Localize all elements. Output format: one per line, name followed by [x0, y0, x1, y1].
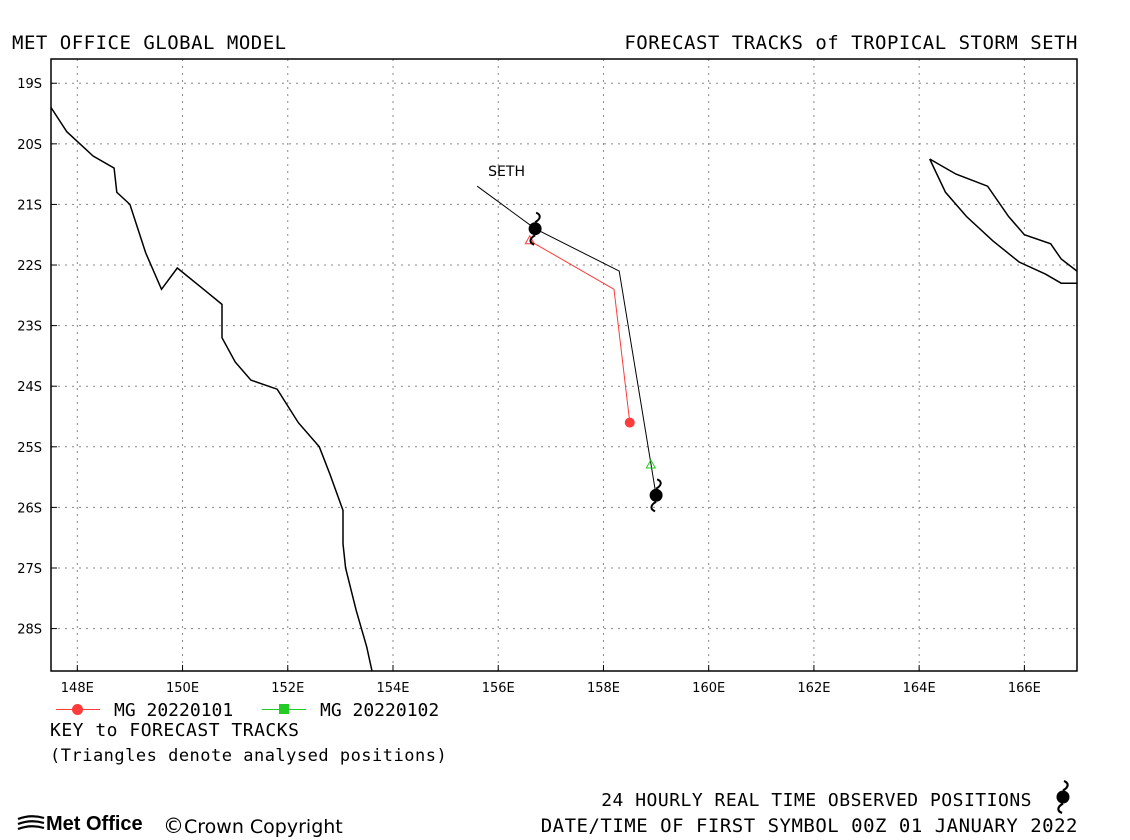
met-office-logo: Met Office: [16, 813, 143, 836]
coastlines: [50, 107, 1078, 672]
forecast-track-line: [529, 240, 631, 423]
legend-circle-marker: [72, 704, 83, 715]
y-tick-label: 25S: [17, 441, 42, 456]
observed-track-line: [476, 185, 657, 496]
legend-label: MG 20220102: [320, 700, 440, 721]
x-tick-label: 162E: [797, 681, 830, 696]
cyclone-symbol-arm: [534, 211, 541, 224]
y-tick-label: 23S: [17, 320, 42, 335]
legend-note: (Triangles denote analysed positions): [50, 746, 448, 766]
axis-ticks: 148E 150E 152E 154E 156E 158E 160E 162E 164E 166E…: [17, 77, 1041, 696]
cyclone-symbol-arm: [650, 500, 657, 513]
x-tick-label: 150E: [166, 681, 199, 696]
coastline: [929, 158, 1077, 284]
x-tick-label: 154E: [376, 681, 409, 696]
x-tick-label: 158E: [587, 681, 620, 696]
x-tick-label: 166E: [1008, 681, 1041, 696]
met-office-logo-text: Met Office: [46, 813, 143, 835]
cyclone-symbol-icon: [1056, 780, 1070, 814]
chart-title: FORECAST TRACKS of TROPICAL STORM SETH: [624, 32, 1078, 54]
y-tick-label: 26S: [17, 501, 42, 516]
y-tick-label: 27S: [17, 562, 42, 577]
cyclone-symbol-core: [649, 488, 663, 502]
crown-copyright: ©Crown Copyright: [163, 814, 343, 838]
analysed-position-triangle: [524, 234, 536, 245]
y-tick-label: 28S: [17, 623, 42, 638]
y-tick-label: 20S: [17, 138, 42, 153]
legend-label: MG 20220101: [114, 700, 234, 721]
grid-lines: [51, 59, 1077, 671]
legend-title: KEY to FORECAST TRACKS: [50, 720, 300, 741]
cyclone-symbol-arm: [655, 478, 662, 490]
map-frame: [50, 58, 1078, 672]
y-tick-label: 19S: [17, 77, 42, 92]
track-symbols: [524, 211, 663, 513]
legend-square-marker: [279, 704, 289, 714]
first-symbol-datetime: DATE/TIME OF FIRST SYMBOL 00Z 01 JANUARY…: [540, 815, 1078, 837]
met-office-logo-icon: [17, 815, 45, 831]
y-tick-label: 21S: [17, 198, 42, 213]
tracks: [476, 185, 657, 496]
forecast-end-circle: [624, 417, 635, 428]
x-tick-label: 160E: [692, 681, 725, 696]
cyclone-symbol-arm: [529, 234, 536, 246]
cyclone-symbol-icon: [528, 211, 542, 246]
coastline: [929, 158, 1078, 272]
y-tick-label: 24S: [17, 380, 42, 395]
analysed-position-triangle: [645, 458, 657, 469]
cyclone-symbol-core: [528, 222, 542, 236]
x-tick-label: 156E: [482, 681, 515, 696]
x-tick-label: 152E: [271, 681, 304, 696]
x-tick-label: 148E: [61, 681, 94, 696]
coastline: [50, 107, 373, 672]
storm-label: SETH: [488, 164, 525, 180]
x-tick-label: 164E: [903, 681, 936, 696]
copyright-icon: ©: [163, 814, 184, 838]
y-tick-label: 22S: [17, 259, 42, 274]
copyright-text: Crown Copyright: [184, 816, 343, 838]
header-left-title: MET OFFICE GLOBAL MODEL: [12, 32, 287, 54]
observed-positions-label: 24 HOURLY REAL TIME OBSERVED POSITIONS: [601, 790, 1032, 811]
cyclone-symbol-icon: [649, 478, 663, 513]
